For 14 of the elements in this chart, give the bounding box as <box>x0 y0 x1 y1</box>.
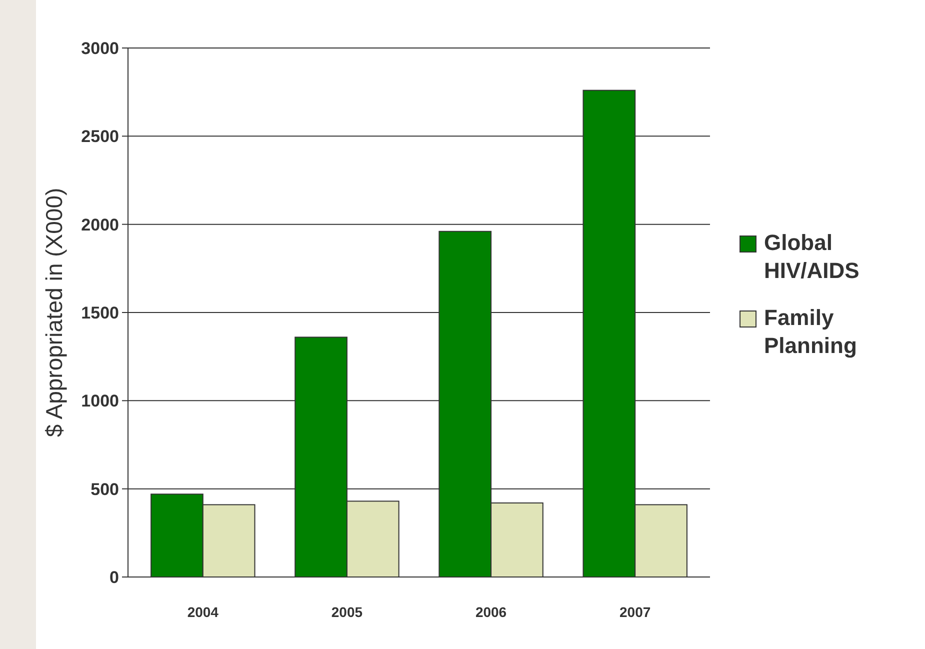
x-tick-label: 2004 <box>187 604 219 620</box>
y-tick-label: 3000 <box>81 38 119 58</box>
legend-label: Family Planning <box>764 305 857 358</box>
y-tick-label: 1000 <box>81 392 119 411</box>
x-tick-label: 2006 <box>475 604 507 620</box>
x-tick-label: 2007 <box>620 604 651 620</box>
y-tick-label: 2000 <box>81 215 119 234</box>
y-tick-label: 2500 <box>81 127 119 146</box>
y-tick-label: 0 <box>110 568 119 587</box>
y-axis-title: $ Appropriated in (X000) <box>41 188 67 438</box>
x-tick-label: 2005 <box>331 604 363 620</box>
y-tick-label: 1500 <box>81 303 119 322</box>
legend-label: Global HIV/AIDS <box>764 230 860 283</box>
y-tick-label: 500 <box>90 480 119 499</box>
